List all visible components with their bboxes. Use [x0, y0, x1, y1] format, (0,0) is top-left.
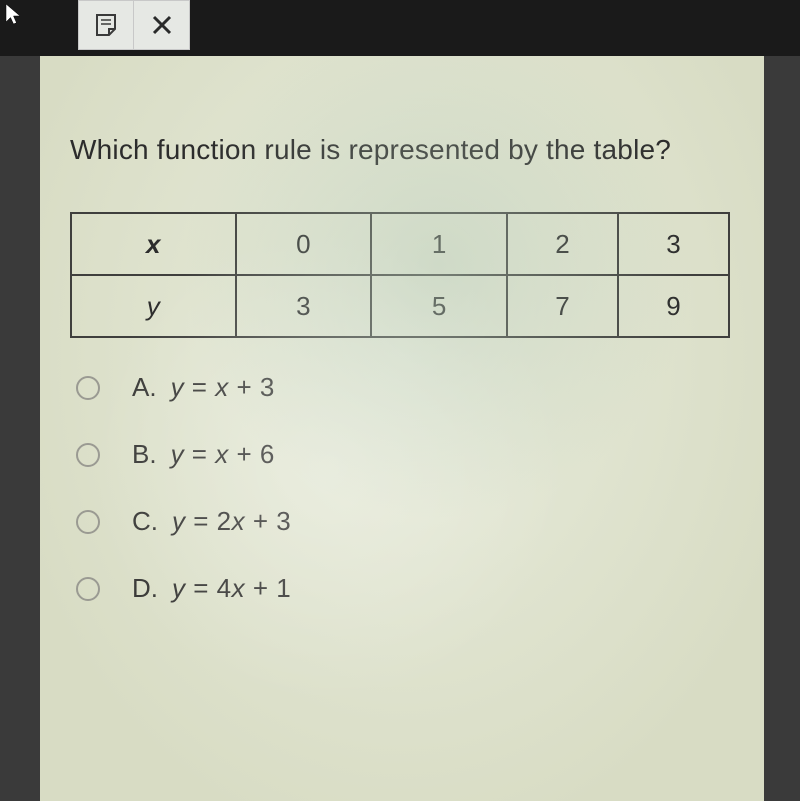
radio-icon — [76, 577, 100, 601]
option-a[interactable]: A. y = x + 3 — [76, 372, 734, 403]
cell: 9 — [618, 275, 729, 337]
cell: 3 — [618, 213, 729, 275]
option-formula: y = x + 3 — [171, 372, 275, 403]
xy-table: x 0 1 2 3 y 3 5 7 9 — [70, 212, 730, 338]
option-formula: y = x + 6 — [171, 439, 275, 470]
cell: 3 — [236, 275, 372, 337]
option-formula: y = 4x + 1 — [172, 573, 291, 604]
option-letter: B. — [132, 439, 157, 470]
radio-icon — [76, 376, 100, 400]
option-letter: C. — [132, 506, 158, 537]
option-letter: D. — [132, 573, 158, 604]
table-row: x 0 1 2 3 — [71, 213, 729, 275]
close-button[interactable] — [134, 0, 190, 50]
table-row: y 3 5 7 9 — [71, 275, 729, 337]
cell: 0 — [236, 213, 372, 275]
question-card: Which function rule is represented by th… — [40, 56, 764, 801]
cell: 1 — [371, 213, 507, 275]
answer-options: A. y = x + 3 B. y = x + 6 C. y = 2x + 3 — [70, 372, 734, 604]
close-icon — [151, 14, 173, 36]
row-label-y: y — [71, 275, 236, 337]
cell: 7 — [507, 275, 618, 337]
cell: 5 — [371, 275, 507, 337]
option-d[interactable]: D. y = 4x + 1 — [76, 573, 734, 604]
row-label-x: x — [71, 213, 236, 275]
option-c[interactable]: C. y = 2x + 3 — [76, 506, 734, 537]
option-formula: y = 2x + 3 — [172, 506, 291, 537]
window-titlebar — [0, 0, 800, 56]
content-viewport: Which function rule is represented by th… — [0, 56, 800, 801]
sticky-note-icon — [93, 12, 119, 38]
radio-icon — [76, 510, 100, 534]
option-letter: A. — [132, 372, 157, 403]
sticky-note-button[interactable] — [78, 0, 134, 50]
option-b[interactable]: B. y = x + 6 — [76, 439, 734, 470]
cell: 2 — [507, 213, 618, 275]
toolbar — [78, 0, 190, 50]
question-text: Which function rule is represented by th… — [70, 134, 734, 166]
radio-icon — [76, 443, 100, 467]
cursor-arrow-icon — [4, 2, 24, 26]
